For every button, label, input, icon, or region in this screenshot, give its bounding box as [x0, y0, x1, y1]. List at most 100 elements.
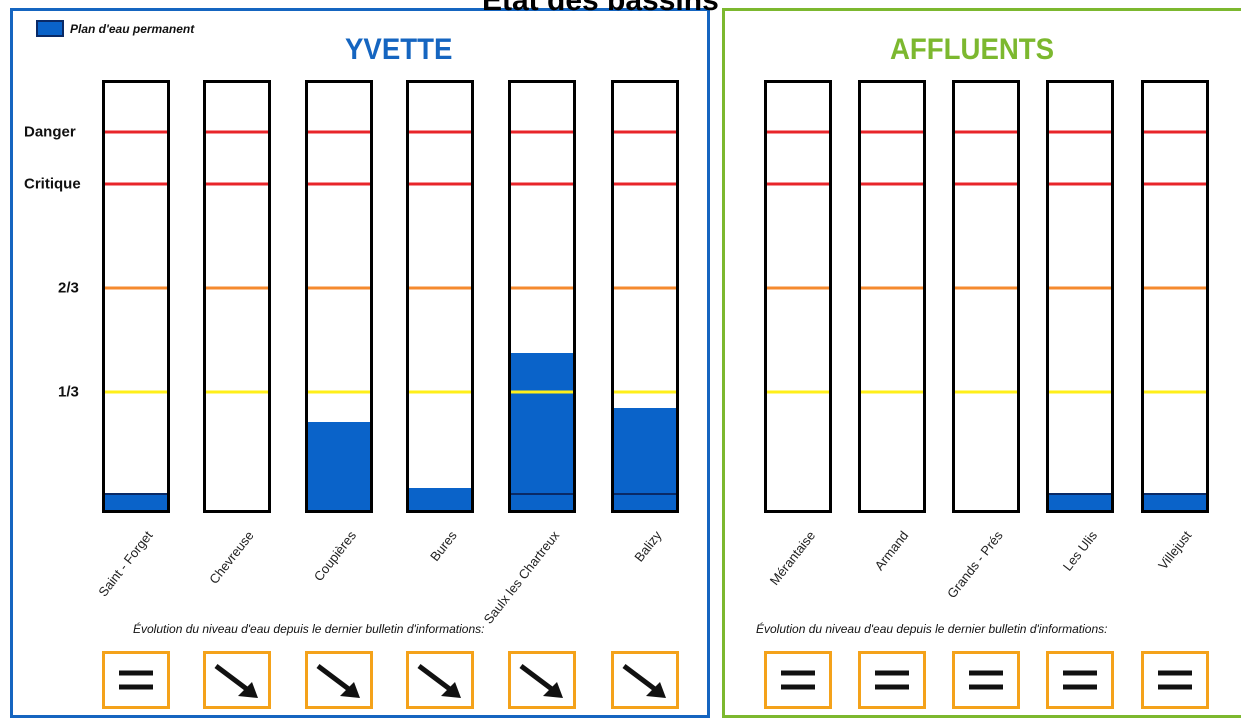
threshold-danger-bures — [409, 130, 471, 134]
equal-bar-1 — [875, 670, 909, 676]
arrow-down-right-icon-bures — [417, 664, 461, 698]
threshold-critique-balizy — [614, 182, 676, 186]
threshold-one-third-chevreuse — [206, 390, 268, 394]
trend-indicator-villejust — [1141, 651, 1209, 709]
equal-bar-1 — [969, 670, 1003, 676]
equal-bar-1 — [1158, 670, 1192, 676]
gauge-bures — [406, 80, 474, 513]
arrow-head — [543, 682, 563, 698]
equal-bar-2 — [875, 684, 909, 690]
gauge-saint-forget — [102, 80, 170, 513]
trend-indicator-grands-pres — [952, 651, 1020, 709]
level-label-danger: Danger — [24, 123, 76, 141]
gauge-balizy — [611, 80, 679, 513]
threshold-one-third-bures — [409, 390, 471, 394]
gauge-armand — [858, 80, 926, 513]
threshold-critique-armand — [861, 182, 923, 186]
trend-indicator-armand — [858, 651, 926, 709]
arrow-head — [340, 682, 360, 698]
threshold-danger-saulx-les-chartreux — [511, 130, 573, 134]
threshold-one-third-villejust — [1144, 390, 1206, 394]
threshold-danger-saint-forget — [105, 130, 167, 134]
gauge-saulx-les-chartreux — [508, 80, 576, 513]
threshold-danger-merantaise — [767, 130, 829, 134]
threshold-critique-saulx-les-chartreux — [511, 182, 573, 186]
water-level-saulx-les-chartreux — [511, 353, 573, 510]
gauge-merantaise — [764, 80, 832, 513]
arrow-shaft — [316, 664, 352, 692]
threshold-one-third-armand — [861, 390, 923, 394]
equal-icon-grands-pres — [969, 670, 1003, 690]
equal-icon-saint-forget — [119, 670, 153, 690]
threshold-one-third-les-ulis — [1049, 390, 1111, 394]
equal-bar-1 — [781, 670, 815, 676]
gauge-villejust — [1141, 80, 1209, 513]
evolution-caption-affluents: Évolution du niveau d'eau depuis le dern… — [756, 622, 1108, 636]
threshold-one-third-grands-pres — [955, 390, 1017, 394]
arrow-head — [646, 682, 666, 698]
trend-indicator-merantaise — [764, 651, 832, 709]
permanent-water-saulx-les-chartreux — [511, 493, 573, 510]
water-level-balizy — [614, 407, 676, 510]
arrow-down-right-icon-coupieres — [316, 664, 360, 698]
equal-icon-armand — [875, 670, 909, 690]
water-level-coupieres — [308, 422, 370, 510]
equal-icon-merantaise — [781, 670, 815, 690]
threshold-one-third-balizy — [614, 390, 676, 394]
level-label-one-third: 1/3 — [58, 383, 79, 401]
gauge-coupieres — [305, 80, 373, 513]
threshold-one-third-merantaise — [767, 390, 829, 394]
threshold-two-thirds-balizy — [614, 286, 676, 290]
threshold-two-thirds-coupieres — [308, 286, 370, 290]
threshold-critique-bures — [409, 182, 471, 186]
equal-icon-les-ulis — [1063, 670, 1097, 690]
level-label-two-thirds: 2/3 — [58, 279, 79, 297]
arrow-head — [441, 682, 461, 698]
arrow-down-right-icon-balizy — [622, 664, 666, 698]
arrow-head — [238, 682, 258, 698]
permanent-water-balizy — [614, 493, 676, 510]
threshold-one-third-saint-forget — [105, 390, 167, 394]
threshold-danger-balizy — [614, 130, 676, 134]
threshold-critique-saint-forget — [105, 182, 167, 186]
equal-bar-2 — [119, 684, 153, 690]
threshold-danger-coupieres — [308, 130, 370, 134]
threshold-critique-chevreuse — [206, 182, 268, 186]
arrow-shaft — [214, 664, 250, 692]
legend-swatch — [36, 20, 64, 37]
trend-indicator-bures — [406, 651, 474, 709]
trend-indicator-saulx-les-chartreux — [508, 651, 576, 709]
threshold-danger-chevreuse — [206, 130, 268, 134]
trend-indicator-les-ulis — [1046, 651, 1114, 709]
group-title-affluents: AFFLUENTS — [890, 33, 1055, 66]
arrow-shaft — [417, 664, 453, 692]
permanent-water-saint-forget — [105, 493, 167, 510]
threshold-two-thirds-chevreuse — [206, 286, 268, 290]
equal-bar-2 — [1158, 684, 1192, 690]
equal-bar-2 — [781, 684, 815, 690]
equal-bar-2 — [969, 684, 1003, 690]
threshold-one-third-coupieres — [308, 390, 370, 394]
threshold-danger-les-ulis — [1049, 130, 1111, 134]
permanent-water-les-ulis — [1049, 493, 1111, 510]
arrow-down-right-icon-chevreuse — [214, 664, 258, 698]
threshold-danger-villejust — [1144, 130, 1206, 134]
arrow-down-right-icon-saulx-les-chartreux — [519, 664, 563, 698]
legend-label: Plan d'eau permanent — [70, 21, 195, 36]
equal-bar-2 — [1063, 684, 1097, 690]
threshold-two-thirds-saint-forget — [105, 286, 167, 290]
trend-indicator-chevreuse — [203, 651, 271, 709]
threshold-two-thirds-grands-pres — [955, 286, 1017, 290]
threshold-two-thirds-les-ulis — [1049, 286, 1111, 290]
trend-indicator-saint-forget — [102, 651, 170, 709]
arrow-shaft — [519, 664, 555, 692]
threshold-two-thirds-merantaise — [767, 286, 829, 290]
gauge-les-ulis — [1046, 80, 1114, 513]
threshold-two-thirds-armand — [861, 286, 923, 290]
threshold-critique-coupieres — [308, 182, 370, 186]
threshold-critique-les-ulis — [1049, 182, 1111, 186]
chart-title: État des bassins — [482, 0, 719, 17]
evolution-caption-yvette: Évolution du niveau d'eau depuis le dern… — [133, 622, 485, 636]
level-label-critique: Critique — [24, 175, 81, 193]
